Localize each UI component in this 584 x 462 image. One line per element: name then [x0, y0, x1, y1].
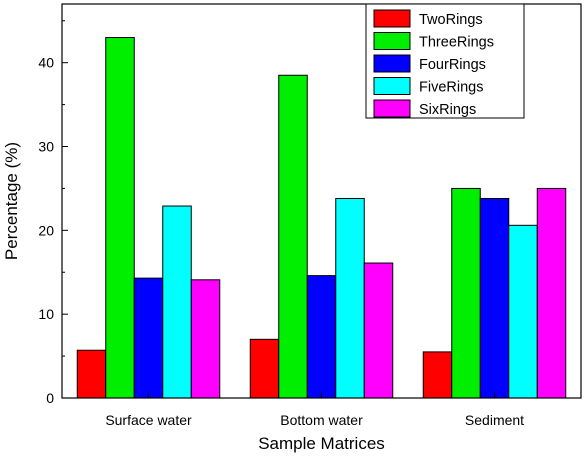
legend-label-threerings: ThreeRings [419, 35, 494, 51]
bar-tworings-bottom-water [249, 338, 280, 399]
legend-swatch-sixrings [373, 99, 411, 118]
legend-label-tworings: TwoRings [419, 12, 483, 28]
x-axis-ticks: Surface water Bottom water Sediment [105, 392, 524, 428]
legend-swatch-fourrings [373, 54, 411, 73]
legend-swatch-threerings [373, 32, 411, 50]
y-tick-label: 10 [38, 306, 54, 322]
bar-fiverings-bottom-water [335, 197, 365, 399]
y-tick-label: 30 [38, 139, 54, 155]
bar-tworings-surface-water [76, 349, 107, 399]
bar-threerings-bottom-water [278, 74, 308, 399]
legend-swatch-tworings [373, 9, 411, 28]
bar-tworings-sediment [422, 351, 453, 399]
y-tick-label: 40 [38, 55, 54, 71]
bar-fiverings-sediment [508, 224, 538, 399]
legend-label-sixrings: SixRings [419, 102, 476, 118]
x-axis-title: Sample Matrices [258, 434, 385, 453]
legend-label-fiverings: FiveRings [419, 80, 483, 96]
bar-fourrings-bottom-water [306, 275, 337, 399]
legend: TwoRings ThreeRings FourRings FiveRings SixR… [365, 3, 525, 119]
legend-swatch-fiverings [373, 77, 411, 95]
bar-fourrings-surface-water [133, 277, 164, 399]
bar-fiverings-surface-water [162, 205, 192, 399]
x-tick-label: Surface water [105, 412, 192, 428]
y-tick-label: 0 [46, 390, 54, 406]
x-tick-label: Sediment [465, 412, 524, 428]
legend-label-fourrings: FourRings [419, 57, 486, 73]
x-tick-label: Bottom water [280, 412, 363, 428]
y-axis-title: Percentage (%) [2, 142, 21, 260]
bar-sixrings-surface-water [190, 279, 221, 399]
bar-fourrings-sediment [479, 197, 510, 399]
bar-threerings-sediment [451, 187, 481, 399]
y-tick-label: 20 [38, 222, 54, 238]
bar-sixrings-bottom-water [363, 262, 394, 399]
bar-sixrings-sediment [536, 187, 567, 399]
bars-layer [76, 37, 567, 399]
bar-threerings-surface-water [105, 37, 135, 399]
y-axis-ticks: 0 10 20 30 40 [38, 20, 68, 406]
